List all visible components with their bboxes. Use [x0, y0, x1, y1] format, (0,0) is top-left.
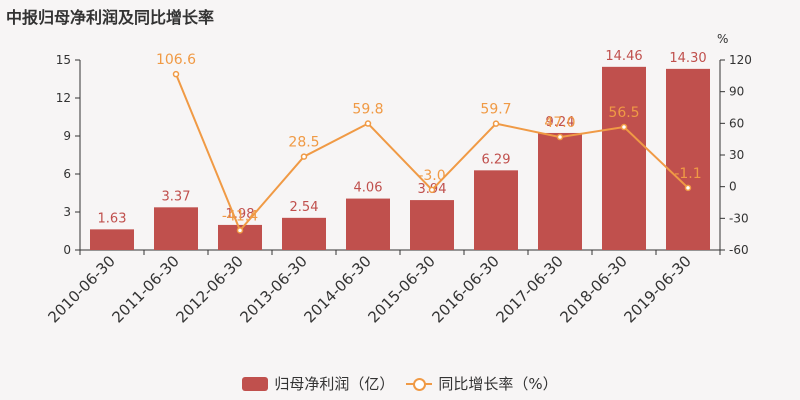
y-left-tick-label: 6	[63, 167, 71, 181]
bar	[602, 66, 646, 250]
y-right-tick-label: 120	[729, 53, 752, 67]
y-right-axis-unit: %	[717, 32, 728, 46]
growth-data-label: 56.5	[608, 105, 639, 121]
growth-point	[620, 123, 628, 131]
legend-line-marker	[406, 377, 433, 391]
bar-data-label: 1.63	[98, 211, 127, 226]
y-left-tick-label: 3	[63, 205, 71, 219]
growth-point	[492, 120, 500, 127]
x-tick-label: 2017-06-30	[492, 252, 566, 326]
growth-data-label: -41.4	[222, 208, 258, 224]
x-tick-label: 2013-06-30	[236, 252, 310, 326]
growth-data-label: 59.8	[352, 102, 383, 118]
bar-data-label: 3.37	[162, 189, 191, 204]
y-right-tick-label: 60	[729, 116, 744, 130]
growth-point	[172, 70, 180, 78]
growth-data-label: 59.7	[480, 102, 511, 118]
growth-point	[428, 186, 436, 194]
y-right-tick-label: -30	[729, 211, 749, 225]
legend-label-line: 同比增长率（%）	[438, 375, 558, 393]
bar-data-label: 14.46	[605, 49, 642, 64]
y-right-tick-label: 90	[729, 85, 744, 99]
x-tick-label: 2015-06-30	[364, 252, 438, 326]
bar	[282, 217, 326, 250]
bar	[90, 229, 134, 250]
bar	[346, 198, 390, 250]
x-tick-label: 2010-06-30	[44, 252, 118, 326]
y-left-tick-label: 0	[63, 243, 71, 257]
growth-data-label: 28.5	[288, 135, 319, 151]
bar	[474, 170, 518, 250]
growth-point	[556, 133, 564, 141]
legend-label-bars: 归母净利润（亿）	[274, 375, 395, 393]
growth-point	[364, 120, 372, 127]
growth-data-label: 106.6	[156, 52, 196, 68]
bar	[154, 207, 198, 250]
y-right-tick-label: 0	[729, 180, 737, 194]
x-tick-label: 2018-06-30	[556, 252, 630, 326]
chart-title: 中报归母净利润及同比增长率	[6, 8, 215, 27]
bar-data-label: 6.29	[482, 152, 511, 167]
bar	[666, 68, 710, 250]
bar-data-label: 14.30	[669, 51, 706, 66]
y-left-tick-label: 12	[56, 91, 71, 105]
bar-data-label: 2.54	[290, 200, 319, 215]
bar-data-label: 4.06	[354, 181, 383, 196]
growth-data-label: -1.1	[674, 166, 701, 182]
x-tick-label: 2016-06-30	[428, 252, 502, 326]
growth-point	[300, 153, 308, 160]
y-right-tick-label: -60	[729, 243, 749, 257]
x-tick-label: 2019-06-30	[620, 252, 694, 326]
growth-point	[236, 227, 244, 234]
x-tick-label: 2012-06-30	[172, 252, 246, 326]
growth-point	[684, 184, 692, 192]
legend-bar-swatch	[242, 376, 269, 391]
y-left-tick-label: 15	[56, 53, 71, 67]
bar-data-label: 9.24	[546, 115, 575, 130]
legend: 归母净利润（亿） 同比增长率（%）	[0, 373, 800, 394]
x-tick-label: 2011-06-30	[108, 252, 182, 326]
bar	[410, 200, 454, 250]
y-left-tick-label: 9	[63, 129, 71, 143]
bar	[538, 132, 582, 250]
growth-data-label: 47.0	[544, 115, 575, 131]
legend-item-line[interactable]: 同比增长率（%）	[406, 373, 558, 394]
x-tick-label: 2014-06-30	[300, 252, 374, 326]
y-right-tick-label: 30	[729, 148, 744, 162]
legend-item-bars[interactable]: 归母净利润（亿）	[242, 373, 394, 394]
growth-data-label: -3.0	[418, 168, 445, 184]
